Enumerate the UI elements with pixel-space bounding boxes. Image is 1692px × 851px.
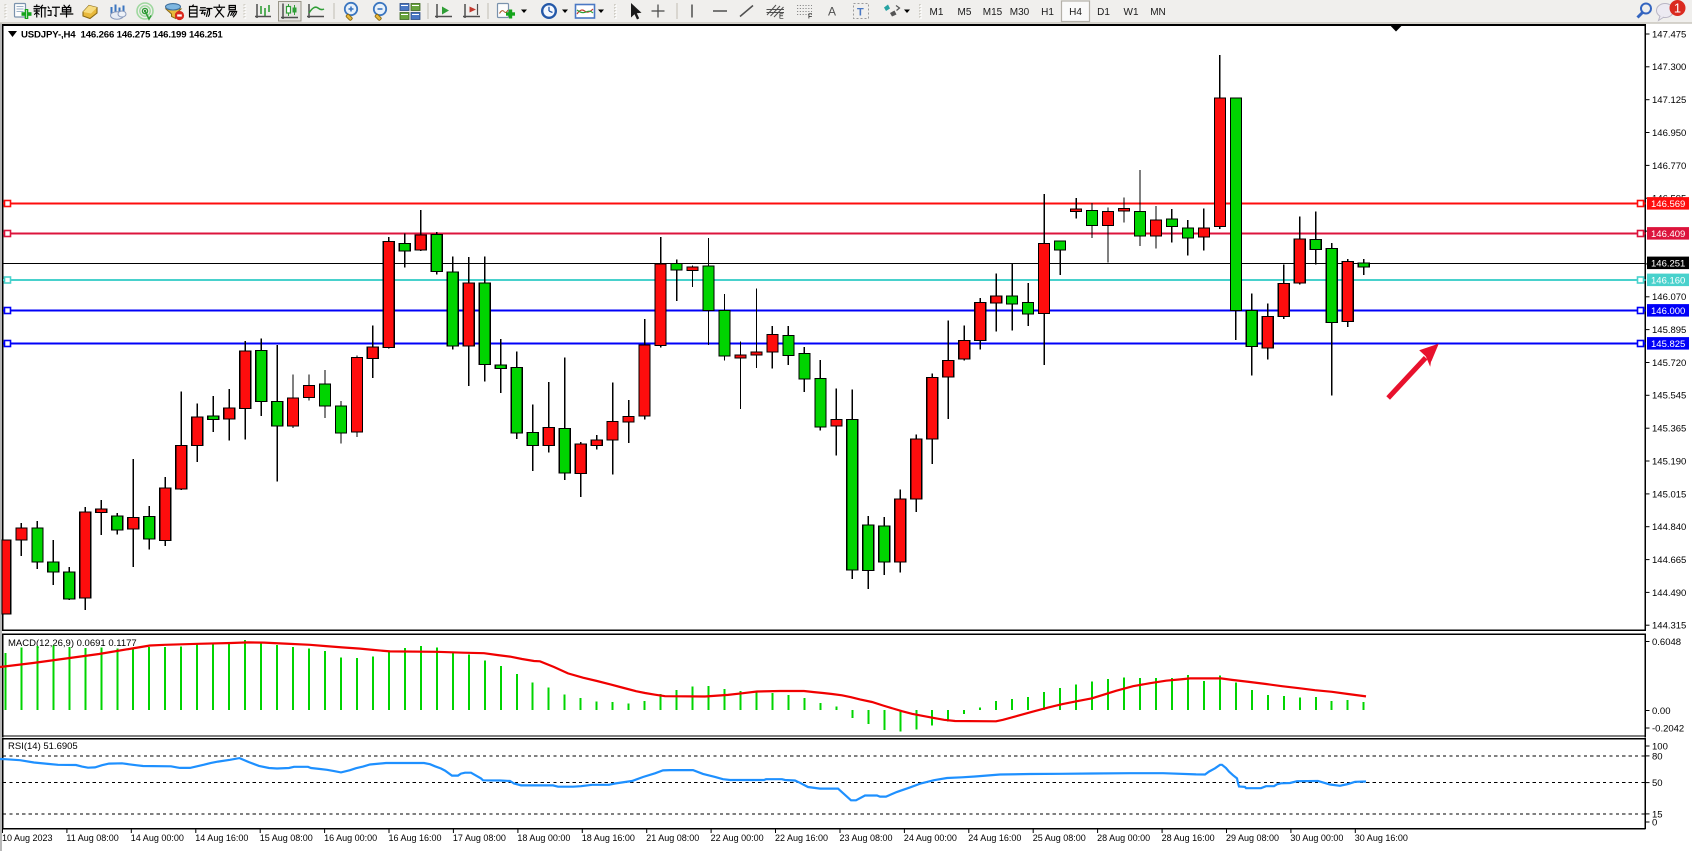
svg-text:18 Aug 00:00: 18 Aug 00:00 xyxy=(517,833,570,843)
svg-text:15: 15 xyxy=(1652,809,1663,820)
svg-text:80: 80 xyxy=(1652,751,1663,762)
svg-text:144.490: 144.490 xyxy=(1652,588,1686,599)
svg-text:M15: M15 xyxy=(983,7,1003,18)
svg-text:145.545: 145.545 xyxy=(1652,391,1686,402)
svg-text:18 Aug 16:00: 18 Aug 16:00 xyxy=(582,833,635,843)
svg-text:16 Aug 16:00: 16 Aug 16:00 xyxy=(389,833,442,843)
svg-text:M30: M30 xyxy=(1010,7,1030,18)
svg-text:29 Aug 08:00: 29 Aug 08:00 xyxy=(1226,833,1279,843)
svg-text:146.770: 146.770 xyxy=(1652,161,1686,172)
svg-text:146.950: 146.950 xyxy=(1652,128,1686,139)
svg-text:0.00: 0.00 xyxy=(1652,706,1671,717)
svg-text:USDJPY-,H4 146.266 146.275 14: USDJPY-,H4 146.266 146.275 146.199 146.2… xyxy=(21,30,223,41)
svg-text:30 Aug 00:00: 30 Aug 00:00 xyxy=(1290,833,1343,843)
svg-text:0: 0 xyxy=(1652,817,1657,828)
svg-text:145.015: 145.015 xyxy=(1652,489,1686,500)
svg-text:T: T xyxy=(857,7,864,19)
svg-text:15 Aug 08:00: 15 Aug 08:00 xyxy=(260,833,313,843)
svg-text:MACD(12,26,9) 0.0691 0.1177: MACD(12,26,9) 0.0691 0.1177 xyxy=(8,638,137,649)
svg-text:E: E xyxy=(779,14,784,21)
svg-text:28 Aug 00:00: 28 Aug 00:00 xyxy=(1097,833,1150,843)
svg-text:M5: M5 xyxy=(958,7,972,18)
svg-text:146.070: 146.070 xyxy=(1652,292,1686,303)
svg-text:144.315: 144.315 xyxy=(1652,621,1686,632)
svg-text:146.409: 146.409 xyxy=(1651,229,1685,240)
svg-text:146.251: 146.251 xyxy=(1651,258,1685,269)
svg-text:146.160: 146.160 xyxy=(1651,275,1685,286)
svg-text:144.665: 144.665 xyxy=(1652,555,1686,566)
svg-text:22 Aug 00:00: 22 Aug 00:00 xyxy=(711,833,764,843)
svg-text:11 Aug 08:00: 11 Aug 08:00 xyxy=(66,833,118,843)
svg-text:21 Aug 08:00: 21 Aug 08:00 xyxy=(646,833,699,843)
svg-text:RSI(14) 51.6905: RSI(14) 51.6905 xyxy=(8,741,78,752)
svg-text:H1: H1 xyxy=(1041,7,1054,18)
svg-text:1: 1 xyxy=(1674,1,1681,16)
svg-text:24 Aug 16:00: 24 Aug 16:00 xyxy=(968,833,1021,843)
svg-text:145.825: 145.825 xyxy=(1651,339,1685,350)
svg-text:W1: W1 xyxy=(1124,7,1139,18)
svg-text:147.475: 147.475 xyxy=(1652,29,1686,40)
svg-text:-0.2042: -0.2042 xyxy=(1652,723,1684,734)
svg-text:H4: H4 xyxy=(1069,7,1082,18)
svg-text:10 Aug 2023: 10 Aug 2023 xyxy=(2,833,53,843)
svg-text:145.190: 145.190 xyxy=(1652,456,1686,467)
svg-text:50: 50 xyxy=(1652,778,1663,789)
svg-text:23 Aug 08:00: 23 Aug 08:00 xyxy=(840,833,893,843)
svg-text:16 Aug 00:00: 16 Aug 00:00 xyxy=(324,833,377,843)
svg-text:100: 100 xyxy=(1652,741,1668,752)
svg-text:145.895: 145.895 xyxy=(1652,325,1686,336)
svg-text:D1: D1 xyxy=(1097,7,1110,18)
svg-text:14 Aug 16:00: 14 Aug 16:00 xyxy=(195,833,248,843)
svg-text:146.000: 146.000 xyxy=(1651,306,1685,317)
svg-text:147.300: 147.300 xyxy=(1652,62,1686,73)
svg-text:145.720: 145.720 xyxy=(1652,358,1686,369)
svg-text:MN: MN xyxy=(1150,7,1166,18)
svg-text:14 Aug 00:00: 14 Aug 00:00 xyxy=(131,833,184,843)
svg-text:28 Aug 16:00: 28 Aug 16:00 xyxy=(1162,833,1215,843)
svg-text:F: F xyxy=(808,14,812,21)
svg-text:M1: M1 xyxy=(930,7,944,18)
svg-text:30 Aug 16:00: 30 Aug 16:00 xyxy=(1355,833,1408,843)
svg-text:147.125: 147.125 xyxy=(1652,95,1686,106)
svg-text:22 Aug 16:00: 22 Aug 16:00 xyxy=(775,833,828,843)
svg-text:17 Aug 08:00: 17 Aug 08:00 xyxy=(453,833,506,843)
svg-text:25 Aug 08:00: 25 Aug 08:00 xyxy=(1033,833,1086,843)
svg-text:144.840: 144.840 xyxy=(1652,522,1686,533)
svg-text:A: A xyxy=(828,5,836,19)
svg-text:24 Aug 00:00: 24 Aug 00:00 xyxy=(904,833,957,843)
svg-text:146.569: 146.569 xyxy=(1651,199,1685,210)
svg-text:145.365: 145.365 xyxy=(1652,424,1686,435)
svg-text:0.6048: 0.6048 xyxy=(1652,637,1681,648)
